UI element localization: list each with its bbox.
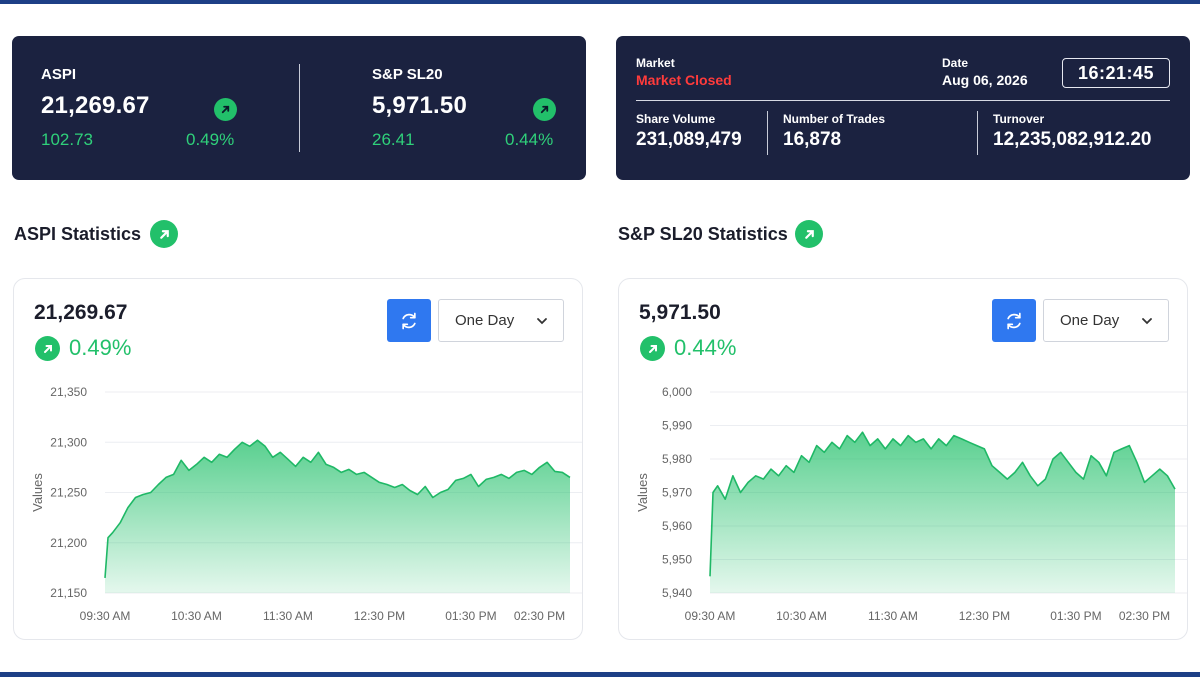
- x-tick-label: 12:30 PM: [959, 609, 1010, 623]
- x-tick-label: 02:30 PM: [1119, 609, 1170, 623]
- date-label: Date: [942, 56, 969, 70]
- market-clock: 16:21:45: [1062, 58, 1170, 88]
- market-label: Market: [636, 56, 675, 70]
- top-accent-bar: [0, 0, 1200, 4]
- arrow-up-right-icon: [214, 98, 237, 121]
- index-summary-panel: ASPI 21,269.67 102.73 0.49% S&P SL20 5,9…: [12, 36, 586, 180]
- divider: [767, 111, 768, 155]
- x-tick-label: 11:30 AM: [263, 609, 313, 623]
- arrow-up-right-icon: [533, 98, 556, 121]
- period-select-value: One Day: [455, 312, 515, 329]
- market-status: Market Closed: [636, 72, 732, 88]
- chevron-down-icon: [537, 318, 547, 325]
- y-tick-label: 21,150: [50, 586, 87, 600]
- x-tick-label: 12:30 PM: [354, 609, 405, 623]
- trades-label: Number of Trades: [783, 112, 886, 126]
- refresh-button[interactable]: [992, 299, 1036, 342]
- date-value: Aug 06, 2026: [942, 72, 1028, 88]
- refresh-icon: [1007, 312, 1021, 329]
- period-select[interactable]: One Day: [1043, 299, 1169, 342]
- aspi-percent: 0.49%: [186, 130, 235, 149]
- aspi-card-value: 21,269.67: [34, 301, 128, 324]
- snp-change: 26.41: [372, 130, 415, 149]
- series-line: [104, 439, 571, 578]
- series-line: [709, 431, 1176, 577]
- snp-name: S&P SL20: [372, 66, 443, 83]
- y-tick-label: 21,200: [50, 536, 87, 550]
- y-tick-label: 5,990: [662, 419, 692, 433]
- chevron-down-icon: [1142, 318, 1152, 325]
- y-tick-label: 21,350: [50, 385, 87, 399]
- aspi-name: ASPI: [41, 66, 77, 83]
- y-tick-label: 5,940: [662, 586, 692, 600]
- period-select[interactable]: One Day: [438, 299, 564, 342]
- aspi-change: 102.73: [41, 130, 93, 149]
- trades-value: 16,878: [783, 129, 842, 150]
- snp-card-percent: 0.44%: [674, 335, 737, 360]
- turnover-label: Turnover: [993, 112, 1045, 126]
- divider: [977, 111, 978, 155]
- arrow-up-right-icon: [150, 220, 178, 248]
- y-tick-label: 21,300: [50, 435, 87, 449]
- refresh-button[interactable]: [387, 299, 431, 342]
- aspi-chart-card: 21,150 21,200 21,250 21,300 21,350 09:30 AM 10…: [13, 278, 583, 640]
- x-tick-label: 02:30 PM: [514, 609, 565, 623]
- aspi-card-percent: 0.49%: [69, 335, 132, 360]
- x-tick-label: 11:30 AM: [868, 609, 918, 623]
- y-tick-label: 5,960: [662, 519, 692, 533]
- arrow-up-right-icon: [640, 336, 665, 361]
- y-axis-label: Values: [30, 473, 45, 512]
- snp-percent: 0.44%: [505, 130, 554, 149]
- turnover-value: 12,235,082,912.20: [993, 129, 1152, 150]
- y-axis-label: Values: [635, 473, 650, 512]
- divider: [299, 64, 300, 152]
- snp-statistics-title: S&P SL20 Statistics: [618, 224, 788, 244]
- period-select-value: One Day: [1060, 312, 1120, 329]
- series-area: [105, 440, 570, 593]
- bottom-accent-bar: [0, 672, 1200, 677]
- snp-chart-card: 5,940 5,950 5,960 5,970 5,980 5,990 6,000 09:30…: [618, 278, 1188, 640]
- x-tick-label: 10:30 AM: [171, 609, 222, 623]
- snp-value: 5,971.50: [372, 92, 468, 119]
- share-volume-label: Share Volume: [636, 112, 716, 126]
- y-tick-label: 21,250: [50, 486, 87, 500]
- snp-area-chart: 5,940 5,950 5,960 5,970 5,980 5,990 6,000 09:30…: [635, 385, 1187, 623]
- x-tick-label: 09:30 AM: [80, 609, 131, 623]
- share-volume-value: 231,089,479: [636, 129, 742, 150]
- aspi-statistics-title: ASPI Statistics: [14, 224, 142, 244]
- arrow-up-right-icon: [35, 336, 60, 361]
- y-tick-label: 5,970: [662, 486, 692, 500]
- snp-card-value: 5,971.50: [639, 301, 721, 324]
- y-tick-label: 5,950: [662, 553, 692, 567]
- divider: [636, 100, 1170, 101]
- arrow-up-right-icon: [795, 220, 823, 248]
- x-tick-label: 01:30 PM: [1050, 609, 1101, 623]
- series-area: [710, 432, 1175, 593]
- aspi-value: 21,269.67: [41, 92, 150, 119]
- x-tick-label: 09:30 AM: [685, 609, 736, 623]
- refresh-icon: [402, 312, 416, 329]
- y-tick-label: 6,000: [662, 385, 692, 399]
- x-tick-label: 10:30 AM: [776, 609, 827, 623]
- y-tick-label: 5,980: [662, 452, 692, 466]
- market-summary-panel: Market Market Closed Date Aug 06, 2026 1…: [616, 36, 1190, 180]
- aspi-area-chart: 21,150 21,200 21,250 21,300 21,350 09:30 AM 10…: [30, 385, 582, 623]
- x-tick-label: 01:30 PM: [445, 609, 496, 623]
